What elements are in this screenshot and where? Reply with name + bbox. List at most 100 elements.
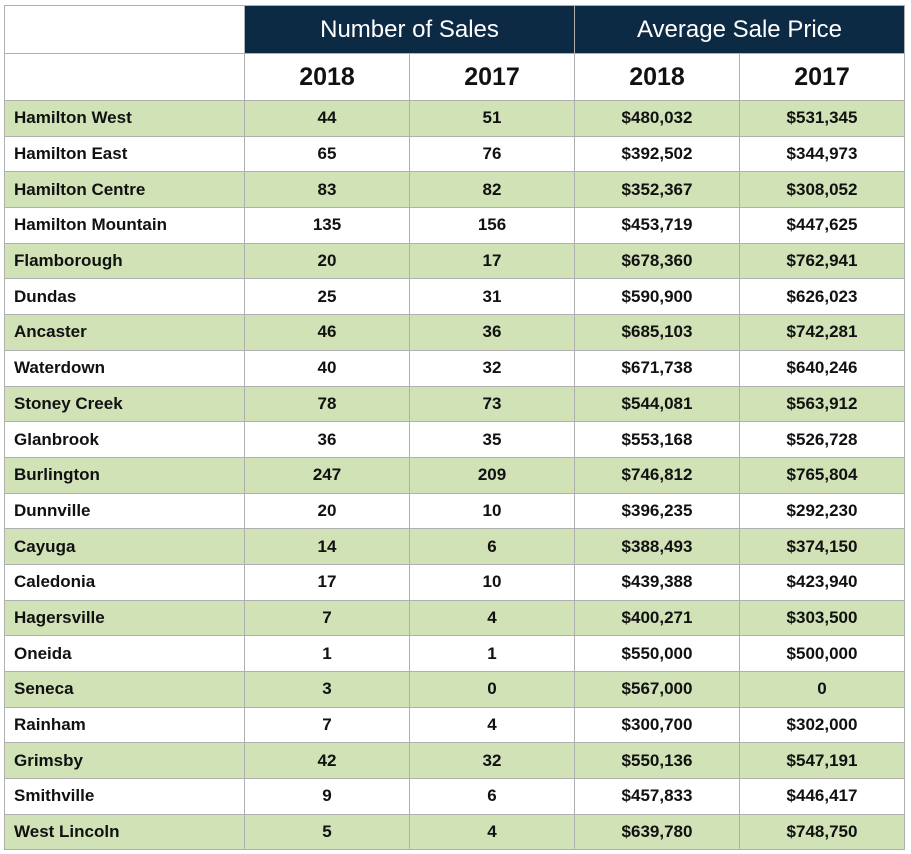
sales-2017-cell: 10 (409, 492, 575, 530)
sales-2018-cell: 40 (244, 349, 410, 387)
price-2017-cell: $748,750 (739, 813, 905, 851)
region-name-cell: Seneca (4, 671, 245, 708)
table-row: Caledonia 17 10 $439,388 $423,940 (4, 563, 905, 601)
table-row: Dunnville 20 10 $396,235 $292,230 (4, 492, 905, 530)
price-2017-cell: $500,000 (739, 635, 905, 672)
sales-2018-cell: 14 (244, 528, 410, 565)
region-name-cell: Burlington (4, 456, 245, 494)
table-row: Hamilton West 44 51 $480,032 $531,345 (4, 100, 905, 137)
table-row: Seneca 3 0 $567,000 0 (4, 671, 905, 708)
sales-2018-cell: 78 (244, 385, 410, 423)
region-name-cell: Stoney Creek (4, 385, 245, 423)
price-2017-cell: $626,023 (739, 278, 905, 316)
price-2017-cell: $547,191 (739, 742, 905, 780)
price-2017-cell: $302,000 (739, 706, 905, 744)
sales-2018-cell: 42 (244, 742, 410, 780)
price-2017-cell: $447,625 (739, 207, 905, 244)
price-2018-cell: $590,900 (574, 278, 740, 316)
price-2018-cell: $388,493 (574, 528, 740, 565)
price-2018-cell: $453,719 (574, 207, 740, 244)
sales-2017-cell: 6 (409, 778, 575, 815)
sales-2018-cell: 5 (244, 813, 410, 851)
price-2018-cell: $300,700 (574, 706, 740, 744)
price-2017-cell: $640,246 (739, 349, 905, 387)
price-2018-cell: $400,271 (574, 599, 740, 637)
region-name-cell: Hagersville (4, 599, 245, 637)
sales-2018-cell: 7 (244, 706, 410, 744)
region-name-cell: Hamilton Centre (4, 171, 245, 209)
table-row: Ancaster 46 36 $685,103 $742,281 (4, 314, 905, 351)
price-2018-cell: $685,103 (574, 314, 740, 351)
sales-2017-cell: 4 (409, 813, 575, 851)
sales-2017-cell: 156 (409, 207, 575, 244)
group-header-average-sale-price: Average Sale Price (574, 5, 905, 54)
price-2018-cell: $352,367 (574, 171, 740, 209)
table-row: Hamilton East 65 76 $392,502 $344,973 (4, 135, 905, 173)
region-name-cell: Hamilton Mountain (4, 207, 245, 244)
year-header-sales-2018: 2018 (244, 53, 410, 101)
sales-2018-cell: 247 (244, 456, 410, 494)
year-header-price-2018: 2018 (574, 53, 740, 101)
table-row: Stoney Creek 78 73 $544,081 $563,912 (4, 385, 905, 423)
region-name-cell: Hamilton East (4, 135, 245, 173)
price-2018-cell: $671,738 (574, 349, 740, 387)
price-2017-cell: $742,281 (739, 314, 905, 351)
sales-2018-cell: 20 (244, 242, 410, 280)
sales-2017-cell: 4 (409, 599, 575, 637)
sales-2018-cell: 44 (244, 100, 410, 137)
price-2018-cell: $439,388 (574, 563, 740, 601)
price-2018-cell: $392,502 (574, 135, 740, 173)
region-name-cell: Glanbrook (4, 421, 245, 458)
region-name-cell: Dunnville (4, 492, 245, 530)
year-header-sales-2017: 2017 (409, 53, 575, 101)
year-header-blank-cell (4, 53, 245, 101)
sales-2017-cell: 51 (409, 100, 575, 137)
year-header-price-2017: 2017 (739, 53, 905, 101)
table-row: Hagersville 7 4 $400,271 $303,500 (4, 599, 905, 637)
header-corner-cell (4, 5, 245, 54)
table-row: Burlington 247 209 $746,812 $765,804 (4, 456, 905, 494)
sales-2017-cell: 32 (409, 742, 575, 780)
sales-2017-cell: 73 (409, 385, 575, 423)
price-2018-cell: $550,136 (574, 742, 740, 780)
table-row: Hamilton Centre 83 82 $352,367 $308,052 (4, 171, 905, 209)
price-2018-cell: $567,000 (574, 671, 740, 708)
table-row: Rainham 7 4 $300,700 $302,000 (4, 706, 905, 744)
price-2017-cell: $292,230 (739, 492, 905, 530)
table-row: Glanbrook 36 35 $553,168 $526,728 (4, 421, 905, 458)
sales-2018-cell: 46 (244, 314, 410, 351)
sales-2018-cell: 3 (244, 671, 410, 708)
sales-2018-cell: 9 (244, 778, 410, 815)
price-2017-cell: $563,912 (739, 385, 905, 423)
sales-2017-cell: 10 (409, 563, 575, 601)
sales-2017-cell: 35 (409, 421, 575, 458)
sales-2018-cell: 83 (244, 171, 410, 209)
price-2017-cell: $765,804 (739, 456, 905, 494)
table-row: Hamilton Mountain 135 156 $453,719 $447,625 (4, 207, 905, 244)
sales-2017-cell: 4 (409, 706, 575, 744)
sales-2018-cell: 36 (244, 421, 410, 458)
region-name-cell: Caledonia (4, 563, 245, 601)
price-2017-cell: $308,052 (739, 171, 905, 209)
price-2018-cell: $457,833 (574, 778, 740, 815)
region-name-cell: Flamborough (4, 242, 245, 280)
price-2017-cell: 0 (739, 671, 905, 708)
price-2017-cell: $531,345 (739, 100, 905, 137)
table-row: Dundas 25 31 $590,900 $626,023 (4, 278, 905, 316)
region-name-cell: Dundas (4, 278, 245, 316)
sales-2017-cell: 6 (409, 528, 575, 565)
sales-2017-cell: 32 (409, 349, 575, 387)
price-2018-cell: $678,360 (574, 242, 740, 280)
price-2018-cell: $553,168 (574, 421, 740, 458)
sales-2017-cell: 76 (409, 135, 575, 173)
price-2018-cell: $550,000 (574, 635, 740, 672)
table-row: Grimsby 42 32 $550,136 $547,191 (4, 742, 905, 780)
sales-2017-cell: 209 (409, 456, 575, 494)
table-body: Hamilton West 44 51 $480,032 $531,345 Hamilto… (4, 100, 905, 851)
region-name-cell: Smithville (4, 778, 245, 815)
region-name-cell: Ancaster (4, 314, 245, 351)
sales-2017-cell: 36 (409, 314, 575, 351)
sales-2017-cell: 0 (409, 671, 575, 708)
sales-2018-cell: 65 (244, 135, 410, 173)
table-row: Smithville 9 6 $457,833 $446,417 (4, 778, 905, 815)
